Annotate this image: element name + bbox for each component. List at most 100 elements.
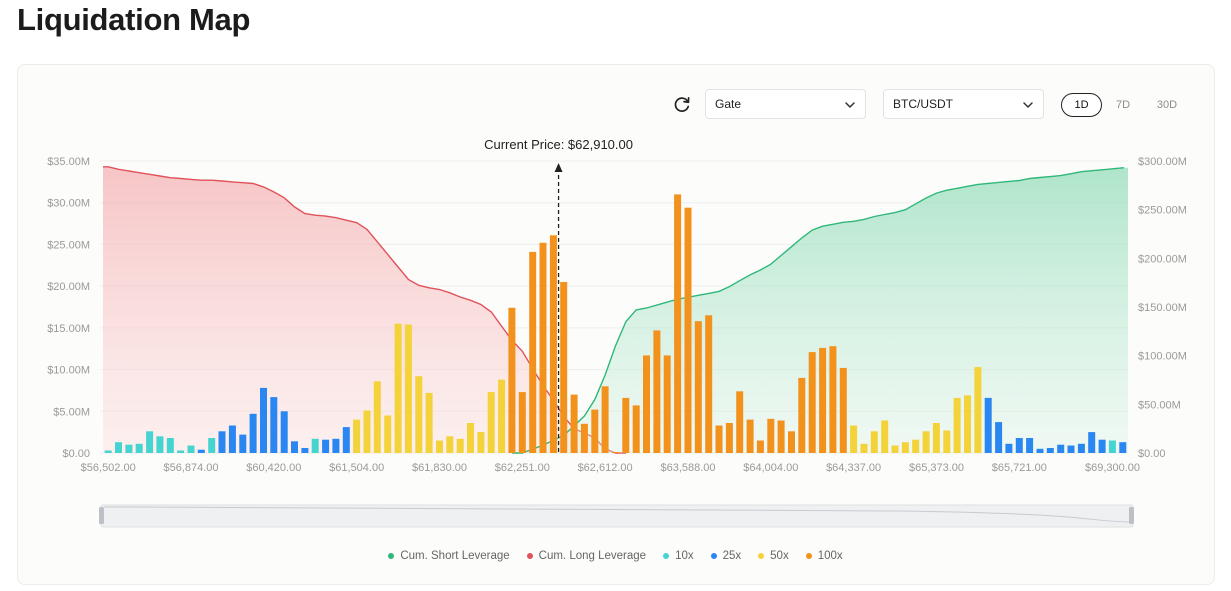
- bar-50x: [456, 438, 464, 453]
- bar-50x: [436, 440, 443, 453]
- bar-100x: [560, 282, 568, 453]
- page-title: Liquidation Map: [17, 2, 251, 37]
- bar-50x: [860, 443, 868, 453]
- bar-50x: [932, 423, 940, 453]
- legend-label: 10x: [675, 550, 694, 562]
- bar-50x: [943, 430, 951, 453]
- x-tick-label: $64,004.00: [743, 462, 798, 474]
- refresh-icon[interactable]: [672, 95, 692, 115]
- bar-100x: [777, 420, 785, 453]
- legend-label: 100x: [817, 550, 843, 562]
- current-price-arrow-icon: [554, 163, 563, 172]
- bar-25x: [332, 438, 340, 453]
- legend-dot-icon: [758, 553, 765, 559]
- bar-50x: [404, 324, 412, 453]
- legend-dot-icon: [526, 553, 533, 559]
- bar-100x: [705, 315, 713, 453]
- bar-10x: [104, 450, 112, 453]
- pair-select[interactable]: BTC/USDT: [883, 89, 1044, 119]
- bar-50x: [953, 397, 961, 453]
- y-left-tick-label: $10.00M: [47, 365, 90, 377]
- bar-25x: [1057, 444, 1065, 453]
- bar-50x: [850, 425, 858, 453]
- current-price-label: Current Price: $62,910.00: [484, 137, 633, 152]
- legend-label: Cum. Long Leverage: [538, 550, 647, 562]
- bar-10x: [187, 445, 195, 453]
- x-tick-label: $60,420.00: [246, 462, 301, 474]
- cum-short-line: [512, 167, 1124, 454]
- x-tick-label: $62,251.00: [495, 462, 550, 474]
- y-left-tick-label: $15.00M: [47, 323, 90, 335]
- bar-100x: [508, 307, 516, 453]
- bar-100x: [622, 397, 630, 453]
- legend-dot-icon: [388, 553, 395, 559]
- bar-25x: [995, 422, 1003, 453]
- bar-100x: [653, 330, 661, 453]
- bar-100x: [684, 207, 692, 453]
- range-7d-button[interactable]: 7D: [1115, 99, 1131, 111]
- bar-50x: [384, 415, 392, 453]
- x-tick-label: $62,612.00: [578, 462, 633, 474]
- bar-25x: [322, 439, 330, 453]
- pair-select-value: BTC/USDT: [893, 97, 953, 111]
- x-tick-label: $56,874.00: [163, 462, 218, 474]
- bar-50x: [964, 395, 971, 453]
- range-1d-button[interactable]: 1D: [1061, 93, 1102, 117]
- bar-100x: [632, 405, 640, 453]
- bar-100x: [839, 367, 847, 453]
- bar-100x: [549, 235, 557, 453]
- bar-25x: [197, 449, 205, 453]
- bar-25x: [291, 441, 298, 453]
- x-tick-label: $63,588.00: [660, 462, 715, 474]
- legend-item[interactable]: Cum. Short Leverage: [388, 550, 510, 562]
- y-left-tick-label: $0.00: [62, 448, 90, 460]
- bar-100x: [756, 440, 764, 453]
- bar-25x: [260, 387, 267, 453]
- bar-100x: [601, 386, 609, 453]
- zoom-slider-handle-right[interactable]: [1129, 507, 1134, 524]
- bar-100x: [715, 425, 723, 453]
- zoom-slider-handle-left[interactable]: [99, 507, 104, 524]
- legend-item[interactable]: 100x: [805, 550, 843, 562]
- bar-25x: [1119, 442, 1127, 453]
- chart-legend: Cum. Short Leverage Cum. Long Leverage 10x…: [0, 550, 1231, 562]
- bar-100x: [570, 394, 578, 453]
- range-30d-button[interactable]: 30D: [1156, 99, 1178, 111]
- y-left-tick-label: $35.00M: [47, 156, 90, 168]
- exchange-select[interactable]: Gate: [705, 89, 866, 119]
- legend-item[interactable]: 50x: [758, 550, 789, 562]
- bar-100x: [663, 355, 671, 453]
- legend-dot-icon: [710, 553, 717, 559]
- bar-25x: [1015, 438, 1023, 453]
- bar-100x: [788, 431, 795, 453]
- y-left-tick-label: $5.00M: [53, 406, 90, 418]
- bar-50x: [498, 379, 506, 453]
- bar-100x: [591, 409, 599, 453]
- legend-item[interactable]: 10x: [663, 550, 694, 562]
- bar-10x: [311, 438, 319, 453]
- x-tick-label: $61,830.00: [412, 462, 467, 474]
- legend-item[interactable]: 25x: [710, 550, 742, 562]
- bar-100x: [829, 346, 837, 453]
- bar-100x: [767, 418, 775, 453]
- bar-100x: [612, 452, 619, 453]
- bar-50x: [353, 419, 361, 453]
- exchange-select-value: Gate: [715, 97, 742, 111]
- y-right-tick-label: $250.00M: [1138, 205, 1187, 217]
- bar-25x: [1067, 445, 1075, 453]
- x-tick-label: $61,504.00: [329, 462, 384, 474]
- bar-10x: [156, 436, 164, 453]
- bar-25x: [1088, 432, 1096, 453]
- bar-10x: [166, 438, 174, 453]
- bar-100x: [694, 321, 702, 453]
- cum-long-line: [102, 166, 626, 454]
- bar-50x: [394, 323, 402, 453]
- x-tick-label: $64,337.00: [826, 462, 881, 474]
- legend-label: 25x: [722, 550, 742, 562]
- bar-25x: [1046, 448, 1054, 453]
- legend-item[interactable]: Cum. Long Leverage: [526, 550, 647, 562]
- bar-25x: [984, 397, 992, 453]
- bar-50x: [446, 436, 454, 453]
- bar-50x: [912, 439, 920, 453]
